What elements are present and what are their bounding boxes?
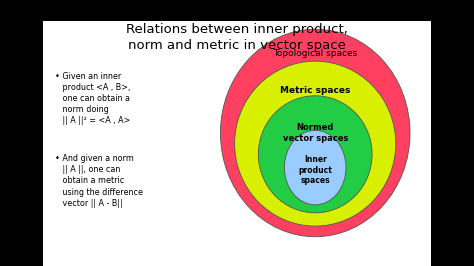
Text: Inner
product
spaces: Inner product spaces: [298, 155, 332, 185]
Ellipse shape: [235, 61, 396, 226]
Text: Normed
vector spaces: Normed vector spaces: [283, 123, 348, 143]
Text: Topological spaces: Topological spaces: [273, 49, 357, 58]
Text: • And given a norm
   || A ||, one can
   obtain a metric
   using the differenc: • And given a norm || A ||, one can obta…: [55, 154, 143, 208]
Text: • Given an inner
   product <A , B>,
   one can obtain a
   norm doing
   || A |: • Given an inner product <A , B>, one ca…: [55, 72, 130, 125]
Text: Relations between inner product,
norm and metric in vector space: Relations between inner product, norm an…: [126, 23, 348, 52]
Ellipse shape: [284, 130, 346, 205]
FancyBboxPatch shape: [43, 21, 431, 266]
Text: Metric spaces: Metric spaces: [280, 86, 350, 95]
Ellipse shape: [220, 29, 410, 237]
Ellipse shape: [258, 96, 372, 213]
